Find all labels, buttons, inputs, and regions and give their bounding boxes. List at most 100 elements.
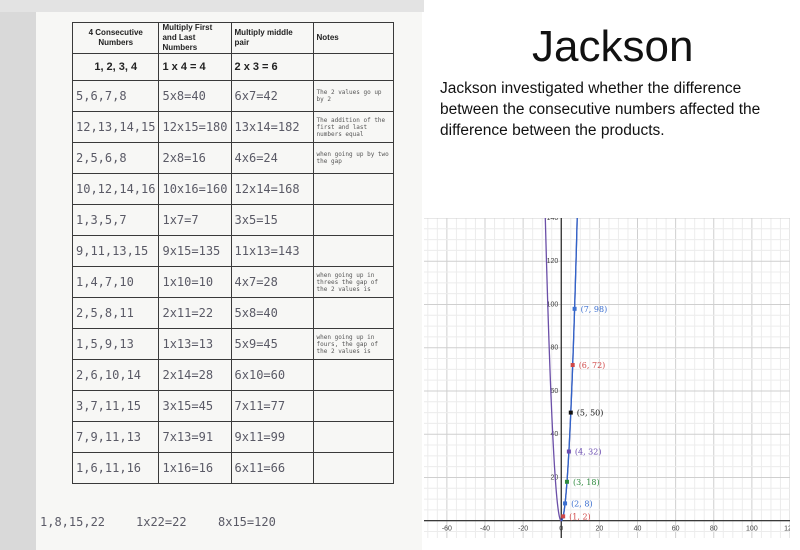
x-tick-label: 60 bbox=[672, 526, 680, 533]
x-tick-label: 100 bbox=[746, 526, 758, 533]
header-consecutive-numbers: 4 Consecutive Numbers bbox=[71, 22, 160, 54]
data-point bbox=[570, 363, 575, 368]
table-row: 2,5,8,11 2x11=22 5x8=40 bbox=[71, 297, 394, 329]
x-tick-label: 40 bbox=[634, 526, 642, 533]
row-middle: 5x8=40 bbox=[230, 297, 314, 329]
x-tick-label: 0 bbox=[559, 526, 563, 533]
row-notes bbox=[312, 421, 394, 453]
worksheet-photo: 4 Consecutive Numbers Multiply First and… bbox=[0, 0, 424, 550]
table-row: 1,4,7,10 1x10=10 4x7=28 when going up in th… bbox=[71, 266, 394, 298]
y-tick-label: 20 bbox=[550, 474, 558, 481]
row-numbers: 2,5,8,11 bbox=[71, 297, 160, 329]
row-middle: 11x13=143 bbox=[230, 235, 314, 267]
photo-background bbox=[0, 0, 36, 550]
curve-right-branch bbox=[561, 218, 578, 522]
row-notes: The 2 values go up by 2 bbox=[312, 80, 394, 112]
x-tick-label: 20 bbox=[595, 526, 603, 533]
graph-background bbox=[424, 218, 790, 538]
row-first-last: 3x15=45 bbox=[158, 390, 232, 422]
example-numbers: 1, 2, 3, 4 bbox=[71, 53, 160, 81]
row-notes bbox=[312, 173, 394, 205]
row-notes: when going up by two the gap bbox=[312, 142, 394, 174]
row-middle: 3x5=15 bbox=[230, 204, 314, 236]
example-row: 1, 2, 3, 4 1 x 4 = 4 2 x 3 = 6 bbox=[71, 53, 394, 81]
table-row: 7,9,11,13 7x13=91 9x11=99 bbox=[71, 421, 394, 453]
row-middle: 13x14=182 bbox=[230, 111, 314, 143]
table-header-row: 4 Consecutive Numbers Multiply First and… bbox=[71, 22, 394, 54]
row-first-last: 10x16=160 bbox=[158, 173, 232, 205]
overflow-middle: 8x15=120 bbox=[218, 515, 276, 529]
row-middle: 6x10=60 bbox=[230, 359, 314, 391]
table-row: 1,6,11,16 1x16=16 6x11=66 bbox=[71, 452, 394, 484]
point-label: (6, 72) bbox=[579, 361, 606, 370]
y-tick-label: 40 bbox=[550, 431, 558, 438]
table-row: 3,7,11,15 3x15=45 7x11=77 bbox=[71, 390, 394, 422]
row-notes: when going up in threes the gap of the 2… bbox=[312, 266, 394, 298]
data-point bbox=[568, 410, 573, 415]
data-point bbox=[564, 479, 569, 484]
header-notes: Notes bbox=[312, 22, 394, 54]
row-middle: 12x14=168 bbox=[230, 173, 314, 205]
header-multiply-middle: Multiply middle pair bbox=[230, 22, 314, 54]
row-numbers: 3,7,11,15 bbox=[71, 390, 160, 422]
y-tick-label: 140 bbox=[547, 218, 559, 222]
graph-plot: -60 -40 -20 0 20 40 60 80 100 120 20 40 60 80 100 120 14… bbox=[424, 218, 790, 538]
example-middle: 2 x 3 = 6 bbox=[230, 53, 314, 81]
point-label: (3, 18) bbox=[573, 478, 600, 487]
row-notes bbox=[312, 297, 394, 329]
header-multiply-first-last: Multiply First and Last Numbers bbox=[158, 22, 232, 54]
overflow-first-last: 1x22=22 bbox=[136, 515, 187, 529]
overflow-numbers: 1,8,15,22 bbox=[40, 515, 106, 529]
table-row: 9,11,13,15 9x15=135 11x13=143 bbox=[71, 235, 394, 267]
row-middle: 9x11=99 bbox=[230, 421, 314, 453]
row-numbers: 1,5,9,13 bbox=[71, 328, 160, 360]
table-row: 2,5,6,8 2x8=16 4x6=24 when going up by two … bbox=[71, 142, 394, 174]
point-label: (7, 98) bbox=[581, 305, 608, 314]
row-numbers: 2,5,6,8 bbox=[71, 142, 160, 174]
point-label: (2, 8) bbox=[571, 499, 593, 508]
row-first-last: 5x8=40 bbox=[158, 80, 232, 112]
row-first-last: 7x13=91 bbox=[158, 421, 232, 453]
photo-background-top bbox=[0, 0, 424, 12]
row-first-last: 12x15=180 bbox=[158, 111, 232, 143]
y-tick-label: 120 bbox=[547, 258, 559, 265]
row-first-last: 1x16=16 bbox=[158, 452, 232, 484]
row-notes bbox=[312, 235, 394, 267]
row-notes bbox=[312, 359, 394, 391]
data-point bbox=[563, 501, 568, 506]
row-numbers: 1,3,5,7 bbox=[71, 204, 160, 236]
example-notes bbox=[312, 53, 394, 81]
row-numbers: 7,9,11,13 bbox=[71, 421, 160, 453]
data-point bbox=[566, 449, 571, 454]
point-label: (1, 2) bbox=[569, 512, 591, 521]
row-numbers: 9,11,13,15 bbox=[71, 235, 160, 267]
row-numbers: 1,6,11,16 bbox=[71, 452, 160, 484]
y-tick-label: 100 bbox=[547, 301, 559, 308]
table-row: 1,3,5,7 1x7=7 3x5=15 bbox=[71, 204, 394, 236]
row-numbers: 5,6,7,8 bbox=[71, 80, 160, 112]
row-numbers: 2,6,10,14 bbox=[71, 359, 160, 391]
table-row: 1,5,9,13 1x13=13 5x9=45 when going up in fo… bbox=[71, 328, 394, 360]
row-middle: 5x9=45 bbox=[230, 328, 314, 360]
row-middle: 7x11=77 bbox=[230, 390, 314, 422]
row-middle: 6x11=66 bbox=[230, 452, 314, 484]
worksheet-table: 4 Consecutive Numbers Multiply First and… bbox=[71, 22, 394, 484]
slide-description: Jackson investigated whether the differe… bbox=[440, 80, 761, 139]
example-first-last: 1 x 4 = 4 bbox=[158, 53, 232, 81]
point-label: (5, 50) bbox=[577, 409, 604, 418]
point-label: (4, 32) bbox=[575, 448, 602, 457]
row-first-last: 1x7=7 bbox=[158, 204, 232, 236]
row-first-last: 2x11=22 bbox=[158, 297, 232, 329]
row-middle: 6x7=42 bbox=[230, 80, 314, 112]
row-first-last: 1x13=13 bbox=[158, 328, 232, 360]
row-notes: The addition of the first and last numbe… bbox=[312, 111, 394, 143]
x-tick-label: 120 bbox=[784, 526, 790, 533]
row-first-last: 2x8=16 bbox=[158, 142, 232, 174]
row-notes bbox=[312, 204, 394, 236]
data-point bbox=[561, 514, 566, 519]
row-notes bbox=[312, 452, 394, 484]
row-numbers: 12,13,14,15 bbox=[71, 111, 160, 143]
row-middle: 4x7=28 bbox=[230, 266, 314, 298]
x-tick-label: 80 bbox=[710, 526, 718, 533]
data-point bbox=[572, 306, 577, 311]
